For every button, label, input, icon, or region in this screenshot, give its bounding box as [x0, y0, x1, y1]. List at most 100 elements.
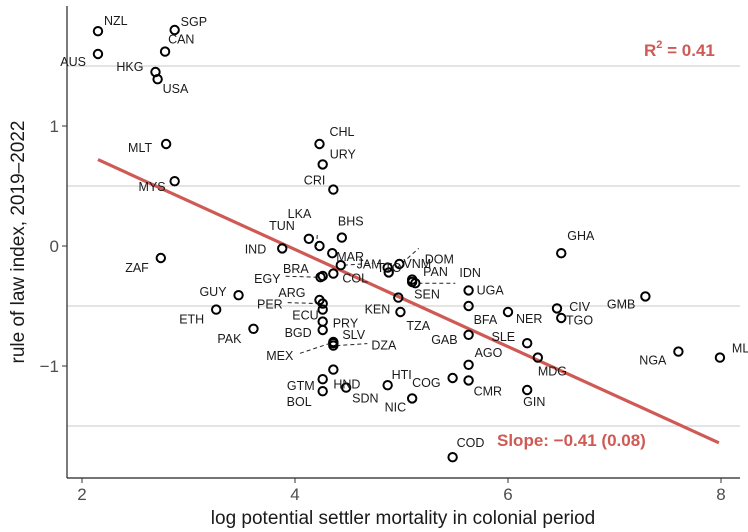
point-label: IDN: [459, 266, 481, 280]
x-tick-label: 4: [290, 485, 299, 504]
point-label: DZA: [371, 339, 397, 353]
point-label: TUN: [269, 219, 295, 233]
point-label: KEN: [365, 303, 391, 317]
data-point: [328, 364, 339, 375]
data-point: [277, 243, 288, 254]
data-point: [317, 374, 328, 385]
point-label: BFA: [474, 313, 498, 327]
data-point: [463, 285, 474, 296]
data-point: [532, 352, 544, 363]
point-label: IND: [245, 242, 267, 256]
point-label: GTM: [287, 379, 315, 393]
point-label: JAM: [357, 258, 382, 272]
data-point: [714, 352, 726, 363]
point-label: MLT: [128, 141, 152, 155]
data-point: [314, 240, 325, 252]
point-label: COL: [342, 272, 368, 286]
data-point: [317, 270, 328, 282]
point-label: CIV: [569, 300, 591, 314]
data-point: [328, 184, 339, 195]
data-point: [406, 393, 418, 404]
data-point: [382, 380, 393, 391]
data-point: [335, 260, 346, 271]
point-label: ARG: [278, 286, 305, 300]
point-label: SLE: [492, 330, 516, 344]
data-point: [328, 268, 339, 279]
y-tick-label: 1: [50, 117, 59, 136]
point-label: MAR: [336, 250, 364, 264]
data-point: [463, 300, 474, 312]
data-point: [673, 346, 684, 357]
point-label: BRA: [283, 262, 309, 276]
label-leader: [391, 248, 420, 273]
point-label: NER: [516, 312, 542, 326]
data-point: [327, 248, 338, 259]
x-tick-label: 2: [77, 485, 86, 504]
point-label: GUY: [199, 285, 227, 299]
data-point: [393, 292, 404, 303]
point-label: ETH: [179, 313, 204, 327]
data-point: [152, 74, 163, 85]
data-point: [551, 303, 563, 314]
label-leader: [284, 275, 318, 278]
point-label: CAN: [168, 33, 194, 47]
data-point: [463, 329, 474, 340]
point-label: GIN: [523, 395, 545, 409]
x-tick-label: 6: [503, 485, 512, 504]
point-label: NGA: [639, 354, 667, 368]
label-leader: [343, 262, 373, 266]
data-point: [395, 306, 406, 318]
data-point: [383, 267, 394, 278]
data-point: [382, 262, 393, 273]
point-label: GMB: [607, 297, 635, 311]
regression-line: [97, 158, 720, 445]
data-point: [317, 316, 328, 327]
data-point: [303, 233, 315, 245]
data-point: [447, 372, 458, 384]
point-label: HTI: [392, 368, 412, 382]
gridlines: [67, 65, 740, 427]
point-label: VNM: [403, 257, 431, 271]
data-point: [233, 290, 244, 301]
data-point: [169, 176, 180, 187]
r-squared-annotation: R2 = 0.41: [644, 39, 715, 60]
point-label: AUS: [60, 55, 86, 69]
point-label: MLI: [732, 342, 748, 356]
data-point: [317, 324, 328, 336]
data-point: [317, 159, 328, 170]
label-leader: [336, 343, 368, 347]
point-label: PER: [257, 298, 283, 312]
point-label: SLV: [342, 328, 365, 342]
point-label: GHA: [567, 229, 595, 243]
data-point: [336, 232, 348, 243]
data-points: [92, 24, 726, 463]
point-label: SGP: [181, 15, 207, 29]
y-axis-title: rule of law index, 2019–2022: [8, 121, 29, 364]
fit-line-layer: [97, 158, 720, 445]
point-label: BGD: [285, 326, 312, 340]
data-point: [463, 375, 474, 386]
point-label: TGO: [566, 313, 593, 327]
data-point: [640, 291, 651, 302]
data-point: [317, 304, 328, 315]
point-label: PAN: [423, 265, 448, 279]
data-point: [160, 138, 172, 150]
point-label: PAK: [217, 332, 242, 346]
point-label: COG: [412, 376, 440, 390]
r-squared-value: = 0.41: [662, 41, 714, 60]
point-label: MEX: [266, 349, 294, 363]
point-label: UGA: [477, 283, 505, 297]
point-label: AGO: [475, 346, 503, 360]
point-label: HKG: [116, 60, 143, 74]
point-label: DOM: [425, 252, 454, 266]
point-label: BOL: [287, 395, 312, 409]
data-point: [314, 138, 325, 150]
point-label: BHS: [338, 215, 364, 229]
point-label: LKA: [288, 207, 312, 221]
point-label: CRI: [304, 174, 326, 188]
point-label: CHL: [329, 125, 354, 139]
axes: [66, 6, 740, 479]
y-tick-label: 0: [50, 237, 59, 256]
point-label: USA: [163, 82, 189, 96]
